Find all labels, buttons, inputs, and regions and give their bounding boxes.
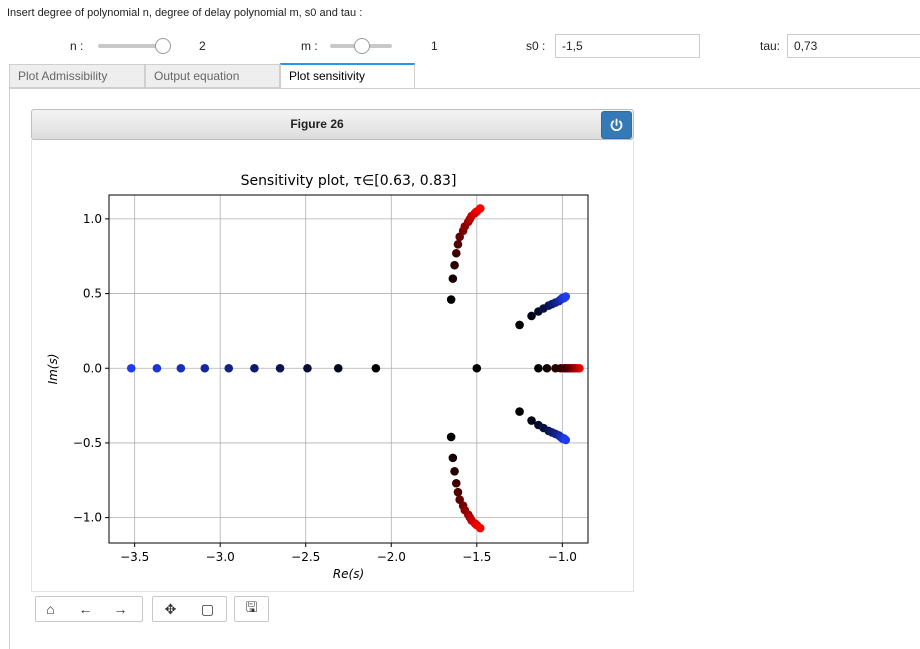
home-button[interactable]: ⌂: [37, 597, 64, 621]
data-point: [446, 295, 456, 304]
n-slider[interactable]: [98, 44, 162, 48]
data-point: [527, 311, 536, 321]
data-point: [250, 363, 259, 373]
data-point: [275, 363, 285, 373]
tab-panel: [9, 88, 920, 649]
forward-button[interactable]: →: [107, 597, 134, 621]
tab-output-equation[interactable]: Output equation: [145, 64, 280, 88]
save-icon: 🖫: [245, 599, 258, 615]
data-point: [451, 248, 461, 258]
data-point: [451, 478, 461, 488]
instruction-text: Insert degree of polynomial n, degree of…: [7, 7, 363, 19]
figure-header: [31, 109, 634, 140]
data-point: [551, 363, 560, 373]
tab-label: Plot sensitivity: [289, 69, 366, 83]
plot-frame: [108, 194, 589, 544]
s0-label: s0 :: [526, 39, 546, 53]
tab-label: Plot Admissibility: [18, 69, 108, 83]
n-slider-thumb[interactable]: [155, 38, 171, 54]
back-button[interactable]: ←: [72, 597, 99, 621]
s0-input[interactable]: [555, 34, 700, 58]
data-point: [561, 292, 571, 301]
x-axis-label: Re(s): [333, 567, 364, 581]
data-point: [333, 363, 343, 373]
tau-label: tau:: [760, 39, 781, 53]
tab-plot-sensitivity[interactable]: Plot sensitivity: [280, 63, 415, 89]
x-tick-label: −1.0: [548, 550, 577, 564]
data-point: [527, 416, 536, 425]
n-value: 2: [199, 39, 206, 53]
data-point: [450, 260, 459, 270]
data-point: [152, 363, 162, 373]
x-tick-label: −3.0: [206, 550, 235, 564]
forward-icon: →: [113, 601, 128, 617]
data-point: [472, 363, 482, 373]
data-point: [126, 363, 136, 373]
tab-plot-admissibility[interactable]: Plot Admissibility: [9, 64, 145, 88]
n-label: n :: [70, 39, 84, 53]
m-value: 1: [431, 39, 438, 53]
data-point: [448, 453, 458, 463]
toolbar-group-tools: ✥ ▢: [152, 596, 227, 622]
m-label: m :: [301, 39, 318, 53]
data-point: [453, 487, 463, 497]
toolbar-group-save: 🖫: [234, 596, 269, 622]
pan-button[interactable]: ✥: [157, 597, 184, 621]
data-point: [450, 467, 459, 476]
chart-title: Sensitivity plot, τ∈[0.63, 0.83]: [241, 173, 457, 189]
data-point: [475, 204, 485, 213]
x-tick-label: −2.5: [291, 550, 320, 564]
data-point: [371, 363, 381, 373]
zoom-rect-button[interactable]: ▢: [194, 597, 221, 621]
data-point: [176, 363, 186, 373]
m-slider-thumb[interactable]: [354, 38, 370, 54]
data-point: [200, 363, 210, 373]
pan-icon: ✥: [164, 600, 177, 617]
data-point: [475, 523, 485, 533]
y-axis-label: Im(s): [46, 354, 60, 385]
data-point: [446, 432, 456, 442]
y-tick-label: −1.0: [73, 511, 102, 525]
data-point: [515, 320, 524, 330]
y-tick-label: 1.0: [83, 212, 102, 226]
y-tick-label: 0.5: [83, 287, 102, 301]
data-point: [224, 363, 234, 373]
data-point: [561, 435, 571, 445]
power-icon: [610, 118, 623, 131]
x-tick-label: −2.0: [377, 550, 406, 564]
data-point: [515, 407, 524, 416]
save-button[interactable]: 🖫: [238, 597, 265, 621]
tab-label: Output equation: [154, 69, 240, 83]
toolbar-group-nav: ⌂ ← →: [35, 596, 143, 622]
y-tick-label: 0.0: [83, 361, 102, 375]
data-point: [303, 363, 312, 373]
home-icon: ⌂: [46, 601, 55, 617]
tau-input[interactable]: [787, 34, 920, 58]
data-point: [534, 363, 543, 373]
y-tick-label: −0.5: [73, 436, 102, 450]
data-point: [448, 274, 458, 283]
data-point: [453, 239, 463, 249]
x-tick-label: −1.5: [462, 550, 491, 564]
sensitivity-plot[interactable]: −3.5 −3.0 −2.5 −2.0 −1.5 −1.0 −1.0 −0.5 0.0 0.5 1.…: [31, 140, 634, 592]
close-figure-button[interactable]: [601, 111, 632, 139]
figure-title: Figure 26: [290, 117, 344, 131]
data-point: [542, 363, 552, 373]
back-icon: ←: [78, 601, 93, 617]
x-tick-label: −3.5: [120, 550, 149, 564]
zoom-rect-icon: ▢: [200, 600, 215, 617]
